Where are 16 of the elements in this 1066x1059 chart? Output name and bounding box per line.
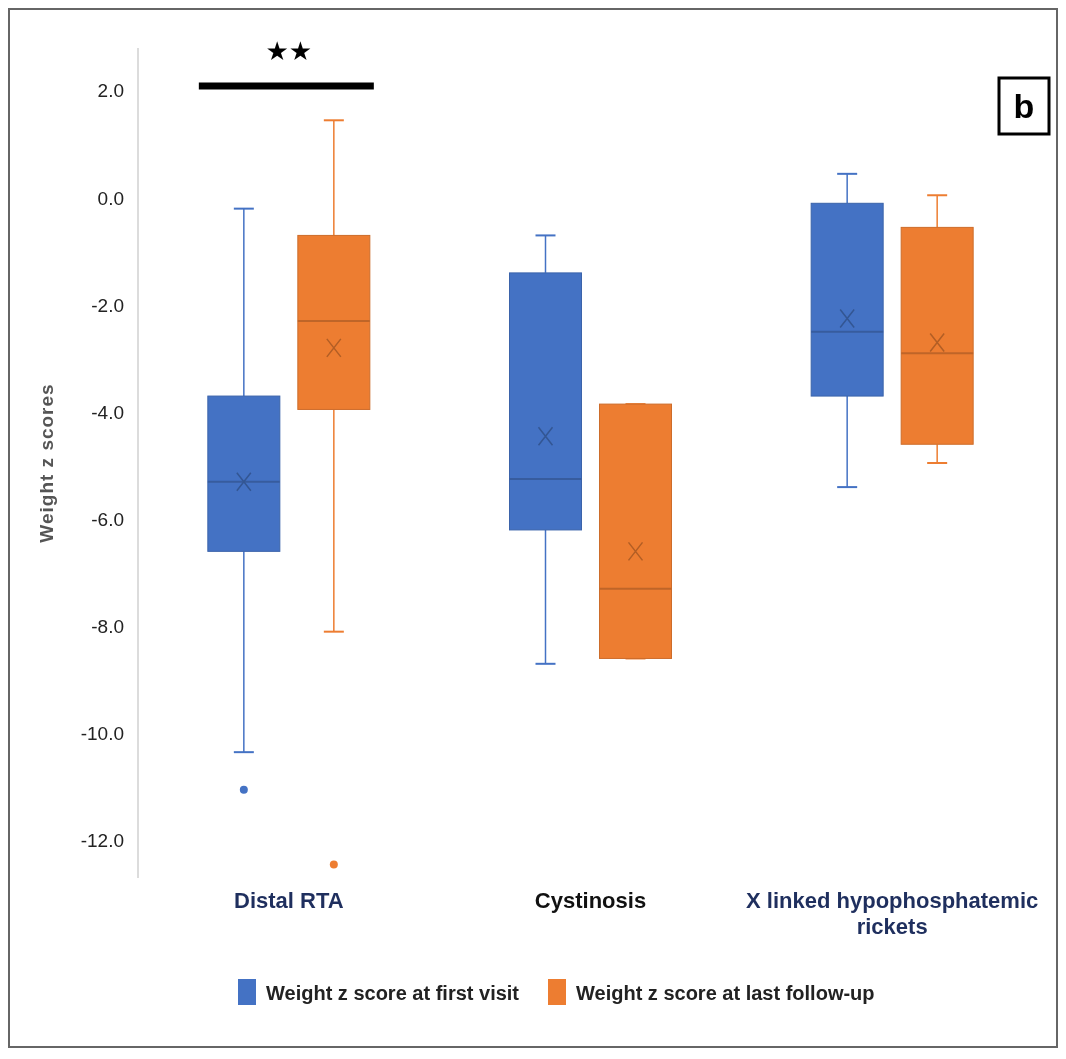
x-tick-label: X linked hypophosphatemic rickets [746, 888, 1039, 939]
y-tick-label: -8.0 [91, 615, 124, 637]
y-tick-label: -12.0 [80, 830, 124, 852]
y-tick-label: -6.0 [91, 508, 124, 530]
annotation: ★★ [265, 36, 313, 66]
annotation: b [1013, 87, 1035, 125]
x-tick-label: Cystinosis [534, 888, 647, 913]
y-tick-label: -2.0 [91, 294, 124, 316]
x-tick-label: Distal RTA [234, 888, 344, 913]
y-tick-label: 2.0 [97, 80, 124, 102]
legend-label: Weight z score at last follow-up [576, 982, 875, 1004]
y-tick-label: -10.0 [80, 723, 124, 745]
y-tick-label: -4.0 [91, 401, 124, 423]
y-tick-label: 0.0 [97, 187, 124, 209]
y-axis-title: Weight z scores [36, 383, 57, 543]
legend-label: Weight z score at first visit [266, 982, 520, 1004]
